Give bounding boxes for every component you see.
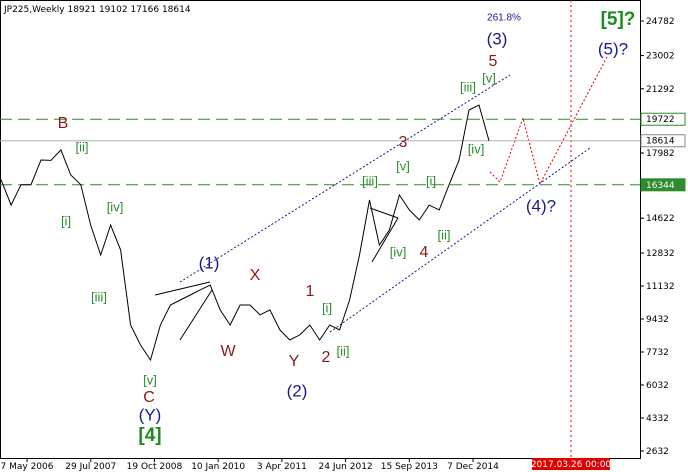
cursor-box	[532, 458, 610, 470]
y-tick-label: 17982	[646, 149, 675, 159]
wave-label: [5]?	[601, 9, 636, 30]
x-tick-label: 24 Jun 2012	[319, 462, 373, 472]
x-tick-label: 19 Oct 2008	[127, 462, 183, 472]
wave-label: (4)?	[526, 196, 556, 215]
wave-label: [ii]	[438, 227, 451, 242]
level-label: 16344	[646, 181, 675, 191]
wave-label: [v]	[143, 372, 157, 387]
x-tick-label: 10 Jan 2010	[191, 462, 245, 472]
level-box	[640, 112, 686, 126]
wave-label: 5	[489, 53, 498, 70]
y-tick-label: 2632	[646, 447, 669, 457]
last-price-label: 18614	[646, 137, 675, 147]
wave-label: [iv]	[468, 141, 485, 156]
wave-label: C	[143, 389, 155, 406]
wave-label: [iv]	[107, 199, 124, 214]
cursor-label: 2017.03.26 00:00	[531, 460, 612, 470]
channel-line	[329, 147, 591, 333]
x-tick-label: 29 Jul 2007	[65, 462, 116, 472]
x-tick-label: 15 Sep 2013	[381, 462, 438, 472]
wave-label: 3	[399, 134, 408, 151]
x-tick-label: 7 May 2006	[1, 462, 54, 472]
price-line	[0, 104, 490, 362]
y-tick-label: 21292	[646, 85, 675, 95]
wave-label: [ii]	[337, 343, 350, 358]
level-label: 19722	[646, 115, 675, 125]
wave-label: [i]	[322, 300, 332, 315]
wave-label: B	[58, 115, 69, 132]
y-tick-label: 23002	[646, 52, 675, 62]
wave-label: (1)	[199, 253, 220, 272]
wave-label: W	[220, 343, 236, 360]
trend-line	[179, 289, 213, 341]
y-tick-label: 9432	[646, 315, 669, 325]
y-tick-label: 4332	[646, 414, 669, 424]
wave-label: (5)?	[598, 39, 628, 58]
wave-label: 4	[420, 244, 429, 261]
level-box	[640, 178, 686, 192]
wave-label: [iv]	[390, 244, 407, 259]
plot-frame	[0, 0, 641, 459]
chart-title: JP225,Weekly 18921 19102 17166 18614	[3, 5, 191, 15]
y-tick-label: 24782	[646, 17, 675, 27]
wave-label: 2	[322, 349, 331, 366]
wave-label: X	[250, 267, 261, 284]
wave-label: [iii]	[362, 173, 378, 188]
wave-label: [iii]	[460, 79, 476, 94]
wave-label: [i]	[61, 213, 71, 228]
y-tick-label: 12832	[646, 249, 675, 259]
trend-line	[154, 281, 211, 296]
forecast-path	[489, 54, 609, 186]
wave-label: (Y)	[139, 405, 162, 424]
y-tick-label: 14622	[646, 214, 675, 224]
y-tick-label: 6032	[646, 381, 669, 391]
wave-label: [v]	[396, 158, 410, 173]
wave-label: [v]	[482, 70, 496, 85]
wave-label: (3)	[487, 29, 508, 48]
x-tick-label: 3 Apr 2011	[257, 462, 307, 472]
wave-label: (2)	[287, 381, 308, 400]
x-tick-label: 7 Dec 2014	[447, 462, 499, 472]
wave-label: [i]	[426, 173, 436, 188]
wave-label: [iii]	[91, 289, 107, 304]
wave-label: [4]	[138, 425, 161, 446]
wave-label: 261.8%	[487, 13, 521, 24]
y-tick-label: 11132	[646, 282, 675, 292]
channel-line	[179, 74, 511, 283]
wave-label: Y	[289, 353, 300, 370]
last-price-box	[640, 134, 686, 148]
wave-label: 1	[306, 283, 315, 300]
trend-line	[371, 217, 399, 263]
y-tick-label: 7732	[646, 348, 669, 358]
wave-label: [ii]	[76, 139, 89, 154]
